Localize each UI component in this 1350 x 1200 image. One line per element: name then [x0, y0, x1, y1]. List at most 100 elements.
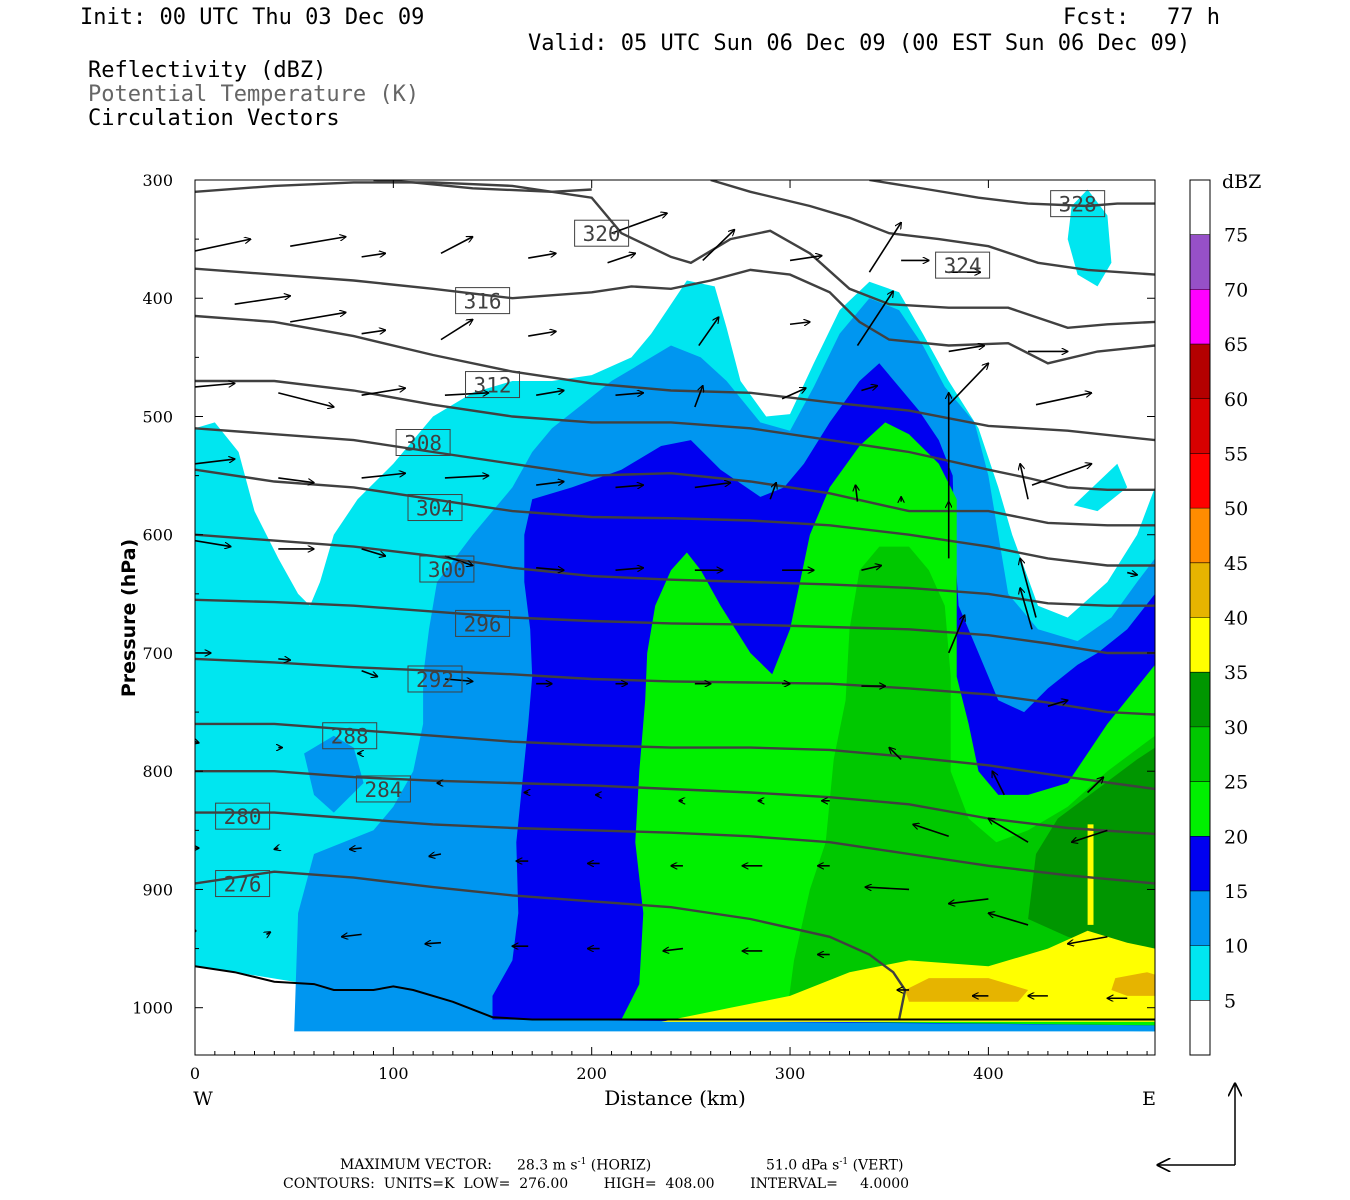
- colorbar-level-label: 70: [1224, 279, 1248, 301]
- theta-label: 312: [474, 374, 512, 398]
- colorbar-level-label: 30: [1224, 717, 1248, 739]
- theta-label: 316: [464, 290, 502, 314]
- circulation-vector: [988, 819, 1029, 843]
- circulation-vector: [865, 887, 910, 889]
- x-tick-label: 400: [973, 1064, 1004, 1083]
- circulation-vector: [694, 386, 703, 408]
- circulation-vector: [861, 565, 881, 571]
- circulation-vector: [1031, 464, 1092, 486]
- colorbar-unit: dBZ: [1222, 171, 1261, 193]
- y-tick-label: 1000: [132, 999, 173, 1018]
- theta-label-box: [465, 371, 521, 399]
- reflectivity-region-5dbz: [1067, 189, 1112, 287]
- circulation-vector: [528, 331, 556, 337]
- circulation-vector: [536, 482, 564, 486]
- circulation-vector: [1072, 829, 1108, 842]
- circulation-vector: [698, 317, 719, 346]
- circulation-vector: [1020, 588, 1033, 630]
- colorbar-level-label: 45: [1224, 553, 1248, 575]
- circulation-vector: [948, 346, 985, 353]
- colorbar-segment: [1190, 180, 1210, 235]
- reflectivity-region-5dbz: [1073, 463, 1128, 512]
- circulation-vector: [444, 393, 489, 395]
- theta-label-box: [407, 665, 463, 693]
- theta-contour-332: [869, 180, 1155, 208]
- y-tick-label: 700: [142, 644, 173, 663]
- circulation-vector: [361, 548, 386, 556]
- theta-label-box: [355, 775, 411, 803]
- init-time: Init: 00 UTC Thu 03 Dec 09: [80, 5, 425, 30]
- circulation-vector: [195, 459, 235, 465]
- theta-label: 276: [224, 873, 262, 897]
- circulation-vector: [1127, 573, 1137, 575]
- circulation-vector: [949, 898, 989, 904]
- colorbar-level-label: 75: [1224, 225, 1248, 247]
- forecast-label: Fcst:: [1063, 5, 1130, 30]
- circulation-vector: [361, 473, 406, 479]
- y-tick-label: 900: [142, 880, 173, 899]
- theta-contour-304: [195, 468, 1155, 567]
- circulation-vector: [361, 330, 386, 334]
- y-tick-label: 800: [142, 762, 173, 781]
- colorbar-segment: [1190, 836, 1210, 891]
- y-tick-label: 300: [142, 171, 173, 190]
- theta-label: 328: [1059, 193, 1097, 217]
- contour-labels: 276 280 284 288 292 296 300 304 308 312 316 320 324 3…: [215, 190, 1106, 898]
- circulation-vector: [440, 320, 473, 341]
- colorbar-level-label: 20: [1224, 826, 1248, 848]
- circulation-vector: [1020, 558, 1037, 618]
- colorbar-level-label: 15: [1224, 881, 1248, 903]
- theta-contour-316: [195, 314, 1155, 442]
- colorbar-level-label: 60: [1224, 389, 1248, 411]
- circulation-vector: [444, 476, 489, 478]
- reflectivity-region-40dbz: [1111, 972, 1155, 996]
- y-axis-label: Pressure (hPa): [118, 539, 140, 697]
- reference-vector-icon: [1158, 1084, 1235, 1165]
- circulation-vector: [947, 615, 965, 654]
- theta-contour-288: [195, 722, 1155, 791]
- theta-label-box: [574, 219, 630, 247]
- colorbar-segment: [1190, 617, 1210, 673]
- circulation-vector: [195, 239, 251, 252]
- theta-contour-276: [195, 870, 907, 1020]
- circulation-vector: [615, 485, 643, 487]
- circulation-vector: [607, 253, 636, 264]
- forecast-hour: 77 h: [1167, 5, 1220, 30]
- circulation-vector: [278, 392, 334, 407]
- circulation-vector: [861, 386, 877, 392]
- colorbar-segment: [1190, 562, 1210, 618]
- circulation-vector: [694, 483, 731, 489]
- colorbar-segment: [1190, 781, 1210, 837]
- circulation-vector: [342, 934, 362, 936]
- terrain-outline: [194, 965, 1155, 1021]
- circulation-vector: [234, 296, 291, 305]
- circulation-vector: [274, 848, 278, 849]
- colorbar-level-label: 40: [1224, 608, 1248, 630]
- circulation-vector: [1035, 393, 1092, 406]
- circulation-vector: [769, 483, 776, 500]
- circulation-vector: [290, 312, 346, 323]
- field-circulation-vectors: Circulation Vectors: [88, 106, 340, 131]
- theta-label: 280: [224, 805, 262, 829]
- circulation-vector: [789, 322, 810, 324]
- circulation-vector: [536, 568, 564, 570]
- theta-label: 300: [428, 558, 466, 582]
- axes: 300 400 500 600 700 800 900 1000 0 100 200 300 400: [132, 171, 1155, 1083]
- max-vector-label: MAXIMUM VECTOR:: [340, 1157, 492, 1173]
- colorbar-segment: [1190, 344, 1210, 399]
- circulation-vector: [290, 237, 346, 248]
- colorbar-segment: [1190, 1000, 1210, 1055]
- circulation-vector: [856, 291, 893, 346]
- colorbar-level-label: 5: [1224, 990, 1236, 1012]
- theta-label-box: [395, 429, 451, 456]
- circulation-vector: [429, 854, 442, 856]
- colorbar-segment: [1190, 890, 1210, 946]
- circulation-vector: [440, 237, 473, 255]
- theta-label: 292: [416, 668, 454, 692]
- circulation-vector: [425, 943, 442, 944]
- theta-label-box: [322, 722, 378, 750]
- circulation-vector: [444, 555, 473, 565]
- colorbar-segment: [1190, 726, 1210, 782]
- theta-label-box: [935, 251, 991, 279]
- theta-label-box: [455, 287, 511, 315]
